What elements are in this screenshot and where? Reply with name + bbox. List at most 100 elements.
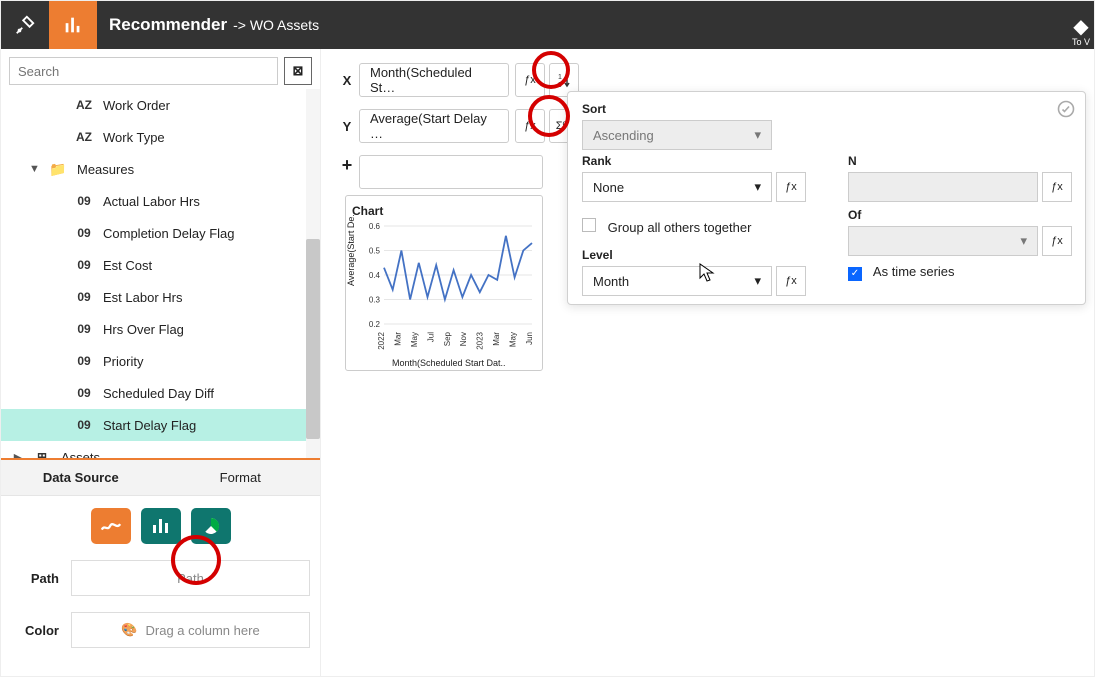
n-label: N [848,154,1072,168]
header-right-action[interactable]: ◆ To V [1072,17,1090,49]
n-fx-button[interactable]: ƒx [1042,172,1072,202]
tree-node[interactable]: 09Est Labor Hrs [1,281,320,313]
tree-node-label: Work Type [103,130,165,145]
chart-ylabel: Average(Start De.. [346,212,356,286]
left-panel: ⊠ AZWork OrderAZWork Type ▼ 📁 Measures 09 Act… [1,49,321,676]
tree-scrollbar[interactable] [306,89,320,458]
svg-text:2022: 2022 [377,331,386,349]
search-input[interactable] [9,57,278,85]
level-label: Level [582,248,806,262]
field-type-icon: 09 [73,290,95,304]
color-label: Color [11,623,71,638]
add-axis-field[interactable] [359,155,543,189]
caret-right-icon: ▶ [13,451,23,459]
main-panel: X Month(Scheduled St… ƒx 19 Y Average(St… [321,49,1094,676]
add-axis-label[interactable]: + [335,155,359,176]
tree-node[interactable]: 09Priority [1,345,320,377]
n-input[interactable] [848,172,1038,202]
tree-node-label: Completion Delay Flag [103,226,235,241]
chart-type-pie-button[interactable] [191,508,231,544]
rank-label: Rank [582,154,806,168]
chart-type-line-button[interactable] [91,508,131,544]
svg-text:0.4: 0.4 [369,271,381,280]
tree-node-label: Work Order [103,98,170,113]
caret-down-icon: ▼ [29,163,39,175]
svg-text:0.3: 0.3 [369,296,381,305]
left-tabs: Data Source Format [1,458,320,496]
svg-text:Jul: Jul [426,332,435,342]
svg-text:Sep: Sep [443,331,452,346]
tree-node[interactable]: 09Hrs Over Flag [1,313,320,345]
chart-type-bar-button[interactable] [141,508,181,544]
color-field[interactable]: 🎨 Drag a column here [71,612,310,648]
level-fx-button[interactable]: ƒx [776,266,806,296]
svg-text:Mar: Mar [492,332,501,346]
tree-scroll-thumb[interactable] [306,239,320,439]
x-fx-button[interactable]: ƒx [515,63,545,97]
x-axis-field[interactable]: Month(Scheduled St… [359,63,509,97]
svg-text:May: May [509,332,518,347]
palette-icon: 🎨 [121,622,137,638]
chart-preview: Chart Average(Start De.. 0.60.50.40.30.2… [345,195,543,371]
dropdown-icon: ▾ [1020,233,1027,249]
group-others-label: Group all others together [608,220,752,235]
tree-node[interactable]: 09Scheduled Day Diff [1,377,320,409]
chart-title: Chart [352,204,536,218]
tree-node[interactable]: ▶⊞Assets [1,441,320,458]
of-select[interactable]: ▾ [848,226,1038,256]
of-label: Of [848,208,1072,222]
svg-text:0.5: 0.5 [369,247,381,256]
logo-icon[interactable] [1,1,49,49]
level-select[interactable]: Month▾ [582,266,772,296]
y-fx-button[interactable]: ƒx [515,109,545,143]
tree-node-label: Actual Labor Hrs [103,194,200,209]
title-main: Recommender [109,15,227,35]
svg-text:2023: 2023 [476,331,485,349]
tree-node[interactable]: 09 Start Delay Flag [1,409,320,441]
field-type-icon: 09 [73,418,95,432]
tree-node[interactable]: 09 Actual Labor Hrs [1,185,320,217]
field-type-icon: 09 [73,194,95,208]
sort-label: Sort [582,102,772,116]
header-right-label: To V [1072,37,1090,47]
svg-text:Jun: Jun [525,332,534,345]
x-axis-label: X [335,73,359,88]
path-label: Path [11,571,71,586]
dropdown-icon: ▾ [754,179,761,195]
field-type-icon: 09 [73,354,95,368]
svg-text:Nov: Nov [459,332,468,346]
chart-xlabel: Month(Scheduled Start Dat.. [392,358,506,368]
field-type-icon: 09 [73,226,95,240]
path-field[interactable]: Path [71,560,310,596]
field-type-icon: 09 [73,386,95,400]
title-sub: -> WO Assets [233,17,319,33]
as-time-series-checkbox[interactable]: ✓ [848,267,862,281]
y-axis-field[interactable]: Average(Start Delay … [359,109,509,143]
of-fx-button[interactable]: ƒx [1042,226,1072,256]
dropdown-icon: ▾ [754,273,761,289]
chart-view-icon[interactable] [49,1,97,49]
field-tree[interactable]: AZWork OrderAZWork Type ▼ 📁 Measures 09 Actua… [1,89,320,458]
popover-confirm-icon[interactable] [1057,100,1075,121]
rank-select[interactable]: None▾ [582,172,772,202]
tab-format[interactable]: Format [161,460,321,495]
search-clear-button[interactable]: ⊠ [284,57,312,85]
tree-node[interactable]: ▼ 📁 Measures [1,153,320,185]
folder-icon: 📁 [47,161,69,178]
sort-select[interactable]: Ascending▾ [582,120,772,150]
chart-svg: 0.60.50.40.30.22022MarMayJulSepNov2023Ma… [352,220,536,360]
tree-node-label: Est Cost [103,258,152,273]
tree-node[interactable]: AZWork Type [1,121,320,153]
y-axis-label: Y [335,119,359,134]
tab-data-source[interactable]: Data Source [1,460,161,495]
tree-node[interactable]: AZWork Order [1,89,320,121]
tree-node[interactable]: 09 Est Cost [1,249,320,281]
svg-text:May: May [410,332,419,347]
tree-node-label: Measures [77,162,134,177]
group-others-checkbox[interactable] [582,218,596,232]
axis-config-popover: Sort Ascending▾ Rank None▾ ƒx Group all … [567,91,1086,305]
tree-node-label: Start Delay Flag [103,418,196,433]
field-type-icon: 09 [73,258,95,272]
rank-fx-button[interactable]: ƒx [776,172,806,202]
tree-node[interactable]: 09 Completion Delay Flag [1,217,320,249]
